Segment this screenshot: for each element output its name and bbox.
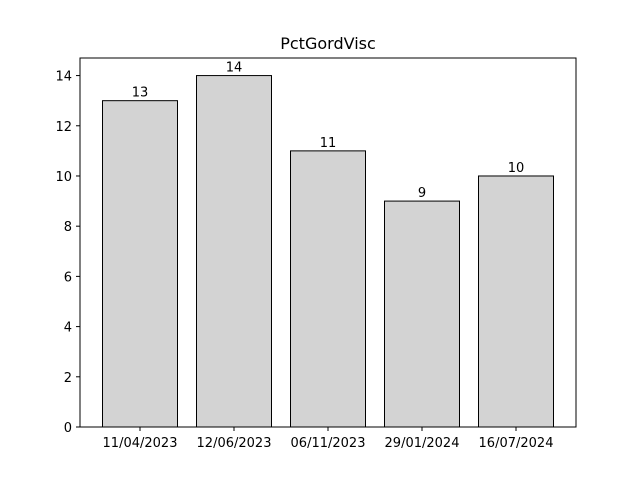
x-tick-label: 16/07/2024 bbox=[479, 436, 554, 451]
x-axis: 11/04/2023 12/06/2023 06/11/2023 29/01/2024… bbox=[103, 427, 554, 451]
y-tick-label: 4 bbox=[64, 321, 72, 336]
data-label: 13 bbox=[132, 86, 149, 101]
y-tick-label: 6 bbox=[64, 270, 72, 285]
data-labels-group: 13 14 11 9 10 bbox=[132, 61, 525, 202]
chart-title: PctGordVisc bbox=[280, 34, 376, 53]
y-tick-label: 10 bbox=[55, 170, 72, 185]
bar bbox=[478, 175, 554, 428]
plot-frame bbox=[79, 57, 577, 428]
y-tick-label: 12 bbox=[55, 120, 72, 135]
bars-group bbox=[102, 75, 554, 428]
y-tick-label: 2 bbox=[64, 371, 72, 386]
x-tick-label: 12/06/2023 bbox=[197, 436, 272, 451]
data-label: 11 bbox=[320, 136, 337, 151]
y-tick-label: 0 bbox=[64, 421, 72, 436]
bar bbox=[384, 200, 460, 428]
data-label: 14 bbox=[226, 61, 243, 76]
data-label: 9 bbox=[418, 186, 426, 201]
bar bbox=[102, 100, 178, 428]
y-tick-label: 8 bbox=[64, 220, 72, 235]
x-tick-label: 11/04/2023 bbox=[103, 436, 178, 451]
bar bbox=[196, 75, 272, 428]
y-tick-label: 14 bbox=[55, 70, 72, 85]
x-tick-label: 29/01/2024 bbox=[385, 436, 460, 451]
y-axis: 0 2 4 6 8 10 12 14 bbox=[55, 70, 80, 436]
bar bbox=[290, 150, 366, 428]
x-tick-label: 06/11/2023 bbox=[291, 436, 366, 451]
data-label: 10 bbox=[508, 161, 525, 176]
